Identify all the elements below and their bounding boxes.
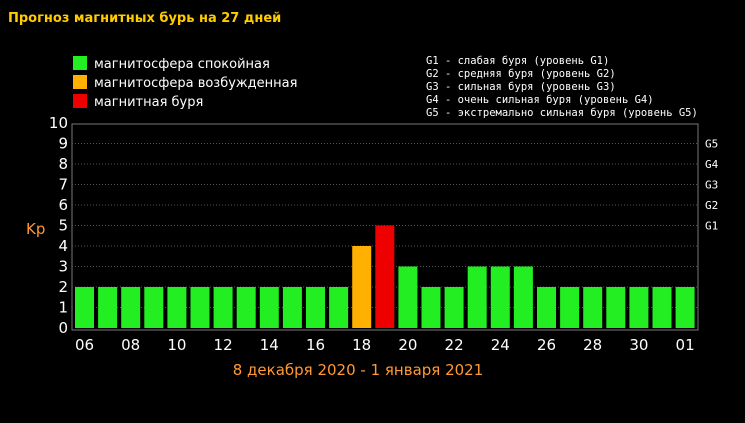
storm-legend-g3: G3 - сильная буря (уровень G3) xyxy=(426,81,616,93)
x-tick-label: 26 xyxy=(537,336,556,354)
legend-swatch-active xyxy=(73,75,87,89)
storm-level-tick: G2 xyxy=(705,199,718,212)
x-tick-label: 22 xyxy=(445,336,464,354)
kp-bar xyxy=(213,287,233,328)
storm-level-ticks: G1 G2 G3 G4 G5 xyxy=(705,138,719,233)
x-tick-label: 18 xyxy=(352,336,371,354)
kp-bar xyxy=(306,287,325,328)
kp-bar xyxy=(190,287,210,328)
legend-swatch-storm xyxy=(73,94,87,108)
kp-bar xyxy=(352,246,372,328)
kp-bar xyxy=(675,287,695,328)
kp-bar xyxy=(560,287,580,328)
chart-title: Прогноз магнитных бурь на 27 дней xyxy=(8,11,281,26)
kp-bar xyxy=(282,287,302,328)
kp-bar xyxy=(144,287,164,328)
kp-bar xyxy=(98,287,118,328)
y-tick-label: 8 xyxy=(58,155,68,173)
kp-bar xyxy=(490,266,510,328)
storm-legend-g2: G2 - средняя буря (уровень G2) xyxy=(426,68,616,80)
legend-swatch-quiet xyxy=(73,56,87,70)
y-tick-label: 7 xyxy=(58,176,68,194)
legend-label-storm: магнитная буря xyxy=(94,95,203,110)
bars xyxy=(75,225,695,328)
legend-label-active: магнитосфера возбужденная xyxy=(94,76,297,91)
y-tick-label: 3 xyxy=(58,258,68,276)
x-tick-label: 16 xyxy=(306,336,325,354)
x-axis-label: 8 декабря 2020 - 1 января 2021 xyxy=(233,361,484,379)
kp-bar xyxy=(167,287,187,328)
kp-bar xyxy=(513,266,533,328)
x-tick-label: 14 xyxy=(260,336,279,354)
kp-bar xyxy=(236,287,256,328)
x-tick-label: 06 xyxy=(75,336,94,354)
x-tick-label: 10 xyxy=(167,336,186,354)
y-tick-label: 9 xyxy=(58,135,68,153)
kp-bar xyxy=(606,287,626,328)
storm-legend-g5: G5 - экстремально сильная буря (уровень … xyxy=(426,107,698,119)
y-axis-ticks: 0 1 2 3 4 5 6 7 8 9 10 xyxy=(49,114,68,337)
x-tick-label: 30 xyxy=(629,336,648,354)
x-tick-label: 24 xyxy=(491,336,510,354)
kp-bar xyxy=(259,287,279,328)
kp-bar xyxy=(375,225,395,328)
y-tick-label: 1 xyxy=(58,299,68,317)
storm-level-tick: G3 xyxy=(705,179,718,192)
kp-bar xyxy=(583,287,603,328)
storm-legend-g1: G1 - слабая буря (уровень G1) xyxy=(426,55,609,67)
kp-bar xyxy=(444,287,464,328)
y-tick-label: 0 xyxy=(58,319,68,337)
kp-bar xyxy=(652,287,672,328)
kp-bar xyxy=(121,287,141,328)
kp-bar xyxy=(467,266,487,328)
x-tick-label: 20 xyxy=(398,336,417,354)
y-axis-label: Kp xyxy=(26,220,45,238)
storm-level-tick: G5 xyxy=(705,138,718,151)
legend-label-quiet: магнитосфера спокойная xyxy=(94,57,270,72)
y-tick-label: 4 xyxy=(58,237,68,255)
kp-bar xyxy=(629,287,649,328)
y-tick-label: 2 xyxy=(58,278,68,296)
x-tick-label: 28 xyxy=(583,336,602,354)
storm-level-tick: G4 xyxy=(705,158,719,171)
kp-bar xyxy=(537,287,556,328)
kp-bar xyxy=(421,287,441,328)
x-tick-label: 12 xyxy=(214,336,233,354)
storm-level-tick: G1 xyxy=(705,220,718,233)
storm-legend-g4: G4 - очень сильная буря (уровень G4) xyxy=(426,94,654,106)
kp-bar xyxy=(398,266,418,328)
x-axis-ticks: 06 08 10 12 14 16 18 20 22 24 26 28 30 01 xyxy=(75,336,695,354)
kp-bar xyxy=(329,287,349,328)
y-tick-label: 6 xyxy=(58,196,68,214)
y-tick-label: 10 xyxy=(49,114,68,132)
plot-frame xyxy=(71,123,699,331)
x-tick-label: 01 xyxy=(676,336,695,354)
x-tick-label: 08 xyxy=(121,336,140,354)
kp-bar xyxy=(75,287,94,328)
y-tick-label: 5 xyxy=(58,217,68,235)
